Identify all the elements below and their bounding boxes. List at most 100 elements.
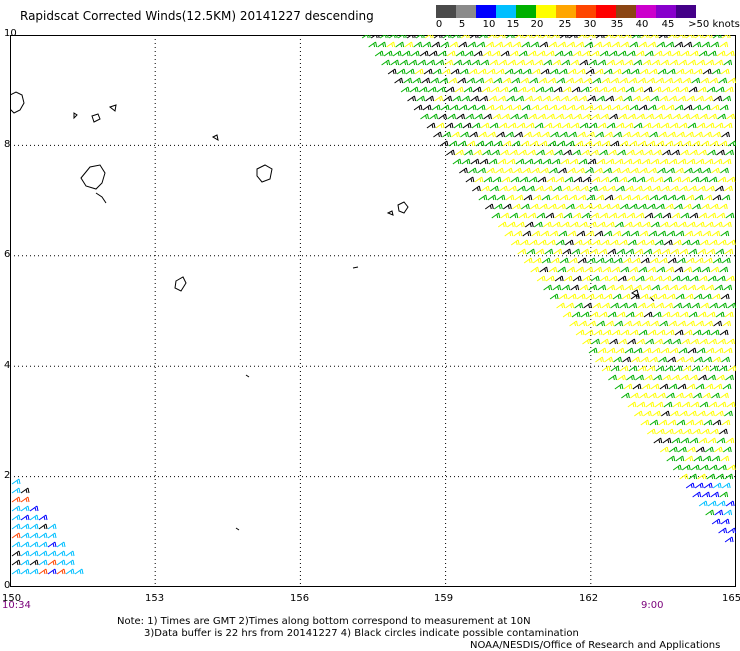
wind-barb <box>528 176 538 183</box>
wind-barb <box>399 59 409 66</box>
wind-barb <box>625 86 635 93</box>
wind-barb <box>482 149 491 156</box>
wind-barb <box>708 239 718 246</box>
wind-barb <box>571 185 580 192</box>
wind-barb <box>594 230 604 237</box>
wind-barb <box>642 284 652 291</box>
island-outline <box>174 276 187 292</box>
wind-barb <box>560 95 570 102</box>
wind-barb <box>727 365 736 372</box>
wind-barb <box>518 50 528 57</box>
wind-barb <box>667 131 676 138</box>
wind-barb <box>444 122 454 129</box>
wind-barb <box>666 230 676 237</box>
wind-barb <box>672 401 682 408</box>
wind-barb <box>588 347 598 354</box>
wind-barb <box>694 194 704 201</box>
wind-barb <box>607 185 616 192</box>
wind-barb <box>661 86 671 93</box>
x-tick-label: 156 <box>290 593 310 604</box>
wind-barb <box>693 167 702 174</box>
wind-barb <box>718 302 728 309</box>
wind-barb <box>615 347 625 354</box>
wind-barb <box>514 35 524 39</box>
wind-barb <box>38 514 48 521</box>
wind-barb <box>549 68 559 75</box>
wind-barb <box>619 203 629 210</box>
wind-barb <box>675 167 684 174</box>
wind-barb <box>597 284 607 291</box>
wind-barb <box>647 329 657 336</box>
wind-barb <box>465 176 475 183</box>
wind-barb <box>589 311 599 318</box>
wind-barb <box>564 239 574 246</box>
wind-barb <box>576 68 586 75</box>
wind-barb <box>435 122 445 129</box>
wind-barb <box>649 131 658 138</box>
wind-barb <box>546 113 555 120</box>
wind-barb <box>424 35 434 39</box>
wind-barb <box>559 35 569 39</box>
wind-barb <box>617 275 627 282</box>
wind-barb <box>681 401 691 408</box>
wind-barb <box>672 464 682 471</box>
wind-barb <box>635 275 645 282</box>
wind-barb <box>630 68 640 75</box>
wind-barb <box>20 496 30 503</box>
wind-barb <box>437 50 447 57</box>
wind-barb <box>477 68 487 75</box>
color-swatch <box>476 5 496 18</box>
wind-barb <box>674 329 684 336</box>
wind-barb <box>683 329 693 336</box>
wind-barb <box>703 419 713 426</box>
wind-barb <box>680 50 690 57</box>
scale-label: 45 <box>661 19 675 30</box>
wind-barb <box>706 311 716 318</box>
wind-barb <box>654 239 664 246</box>
wind-barb <box>537 176 547 183</box>
wind-barb <box>593 329 603 336</box>
wind-barb <box>686 383 696 390</box>
wind-barb <box>647 266 657 273</box>
wind-barb <box>596 95 606 102</box>
wind-barb <box>460 131 469 138</box>
wind-barb <box>684 230 694 237</box>
wind-barb <box>414 68 424 75</box>
wind-barb <box>614 158 624 165</box>
wind-barb <box>513 230 523 237</box>
wind-barb <box>723 509 733 516</box>
wind-barb <box>543 59 553 66</box>
wind-barb <box>585 230 595 237</box>
wind-barb <box>473 50 483 57</box>
wind-barb <box>704 320 714 327</box>
wind-barb <box>20 514 30 521</box>
wind-barb <box>400 86 410 93</box>
wind-barb <box>638 329 648 336</box>
color-swatch <box>516 5 536 18</box>
wind-barb <box>720 68 730 75</box>
wind-barb <box>684 392 693 399</box>
wind-barb <box>561 59 571 66</box>
wind-barb <box>11 559 21 566</box>
wind-barb <box>711 518 721 525</box>
wind-barb <box>657 68 667 75</box>
wind-barb <box>647 104 657 111</box>
wind-barb <box>418 86 428 93</box>
wind-barb <box>669 284 679 291</box>
wind-barb <box>614 95 624 102</box>
x-tick-label: 159 <box>434 593 454 604</box>
wind-barb <box>600 113 609 120</box>
wind-barb <box>617 149 626 156</box>
wind-barb <box>459 167 468 174</box>
wind-barb <box>600 338 609 345</box>
wind-barb <box>726 338 735 345</box>
wind-barb <box>552 284 562 291</box>
wind-barb <box>591 176 601 183</box>
wind-barb <box>509 50 519 57</box>
wind-barb <box>603 167 612 174</box>
wind-barb <box>718 203 728 210</box>
wind-barb <box>607 86 617 93</box>
wind-barb <box>653 212 663 219</box>
wind-barb <box>527 149 536 156</box>
wind-barb <box>658 131 667 138</box>
